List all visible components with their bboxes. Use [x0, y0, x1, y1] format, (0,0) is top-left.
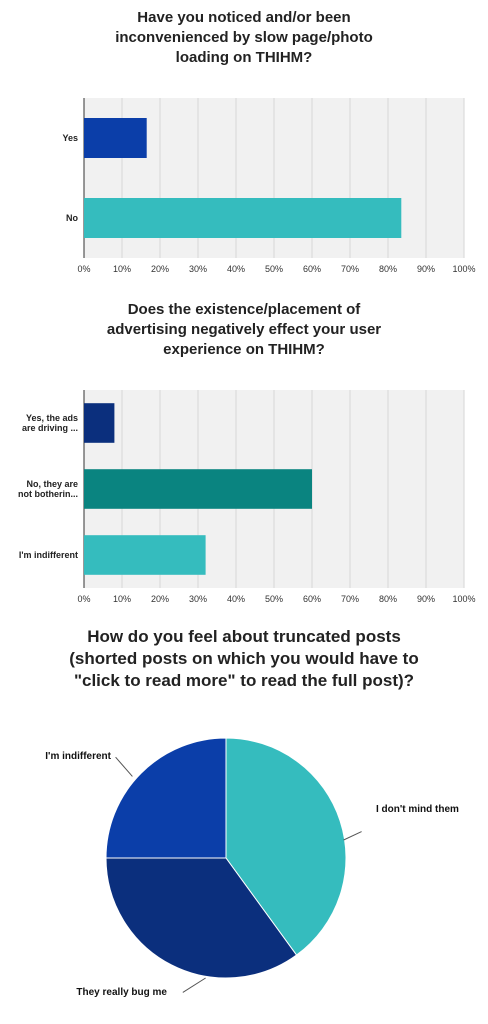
chart-1-title: Have you noticed and/or been inconvenien…: [0, 8, 488, 68]
chart-3-slice-label: I don't mind them: [376, 804, 459, 815]
chart-1-x-tick-label: 10%: [113, 264, 131, 274]
chart-2-x-tick-label: 90%: [417, 594, 435, 604]
chart-1-x-tick-label: 60%: [303, 264, 321, 274]
chart-2-x-tick-label: 30%: [189, 594, 207, 604]
chart-2-bar: [84, 403, 115, 443]
chart-2-title-line-3: experience on THIHM?: [163, 341, 325, 358]
chart-2-x-tick-label: 70%: [341, 594, 359, 604]
chart-1-category-label: Yes: [62, 133, 78, 143]
chart-1-plot: 0% 10% 20% 30% 40% 50% 60% 70% 80% 90% 100% Yes No: [62, 98, 476, 274]
chart-3-leader-line: [343, 831, 362, 841]
chart-3-title: How do you feel about truncated posts (s…: [0, 626, 488, 692]
chart-3-slice-label: They really bug me: [76, 987, 167, 998]
chart-2-category-label: are driving ...: [22, 423, 78, 433]
chart-2-title-line-1: Does the existence/placement of: [127, 301, 361, 318]
chart-1-x-tick-label: 80%: [379, 264, 397, 274]
chart-1-x-tick-label: 100%: [452, 264, 475, 274]
chart-3-pie-slice: [225, 737, 347, 956]
chart-1-x-tick-label: 0%: [77, 264, 90, 274]
chart-3-title-line-2: (shorted posts on which you would have t…: [69, 649, 419, 668]
chart-3-leader-line: [115, 756, 133, 777]
chart-3-pie-slice: [105, 737, 227, 859]
chart-3-leader-line: [182, 977, 206, 993]
chart-1-x-tick-label: 70%: [341, 264, 359, 274]
chart-1-title-line-2: inconvenienced by slow page/photo: [115, 29, 373, 46]
chart-2-title: Does the existence/placement of advertis…: [0, 300, 488, 360]
chart-2-x-tick-label: 20%: [151, 594, 169, 604]
chart-3-pie-slice: [105, 857, 298, 979]
chart-2-category-label: I'm indifferent: [19, 550, 78, 560]
chart-1-x-tick-label: 30%: [189, 264, 207, 274]
chart-2-bar: [84, 535, 206, 575]
chart-2-title-line-2: advertising negatively effect your user: [106, 321, 382, 338]
chart-2-x-tick-label: 50%: [265, 594, 283, 604]
chart-2-category-label: not botherin...: [18, 489, 78, 499]
chart-2-x-tick-label: 80%: [379, 594, 397, 604]
chart-1-x-tick-label: 40%: [227, 264, 245, 274]
chart-1-x-tick-label: 90%: [417, 264, 435, 274]
chart-2-x-tick-label: 60%: [303, 594, 321, 604]
chart-2-x-tick-label: 100%: [452, 594, 475, 604]
chart-2-x-tick-label: 40%: [227, 594, 245, 604]
chart-2-category-label: Yes, the ads: [26, 413, 78, 423]
chart-1-bar: [84, 118, 147, 158]
chart-2-plot: 0% 10% 20% 30% 40% 50% 60% 70% 80% 90% 100% Yes, th…: [18, 390, 476, 604]
chart-1-bar: [84, 198, 402, 238]
chart-3-title-line-3: "click to read more" to read the full po…: [73, 671, 415, 690]
chart-2-x-tick-label: 10%: [113, 594, 131, 604]
chart-1-category-label: No: [66, 213, 78, 223]
chart-1-x-tick-label: 20%: [151, 264, 169, 274]
chart-1-title-line-1: Have you noticed and/or been: [137, 9, 351, 26]
chart-2-x-tick-label: 0%: [77, 594, 90, 604]
chart-2-category-label: No, they are: [26, 479, 78, 489]
chart-1-title-line-3: loading on THIHM?: [175, 49, 313, 66]
chart-1-x-tick-label: 50%: [265, 264, 283, 274]
chart-2-bar: [84, 469, 312, 509]
chart-3-slice-label: I'm indifferent: [45, 751, 111, 762]
chart-3-title-line-1: How do you feel about truncated posts: [87, 627, 401, 646]
